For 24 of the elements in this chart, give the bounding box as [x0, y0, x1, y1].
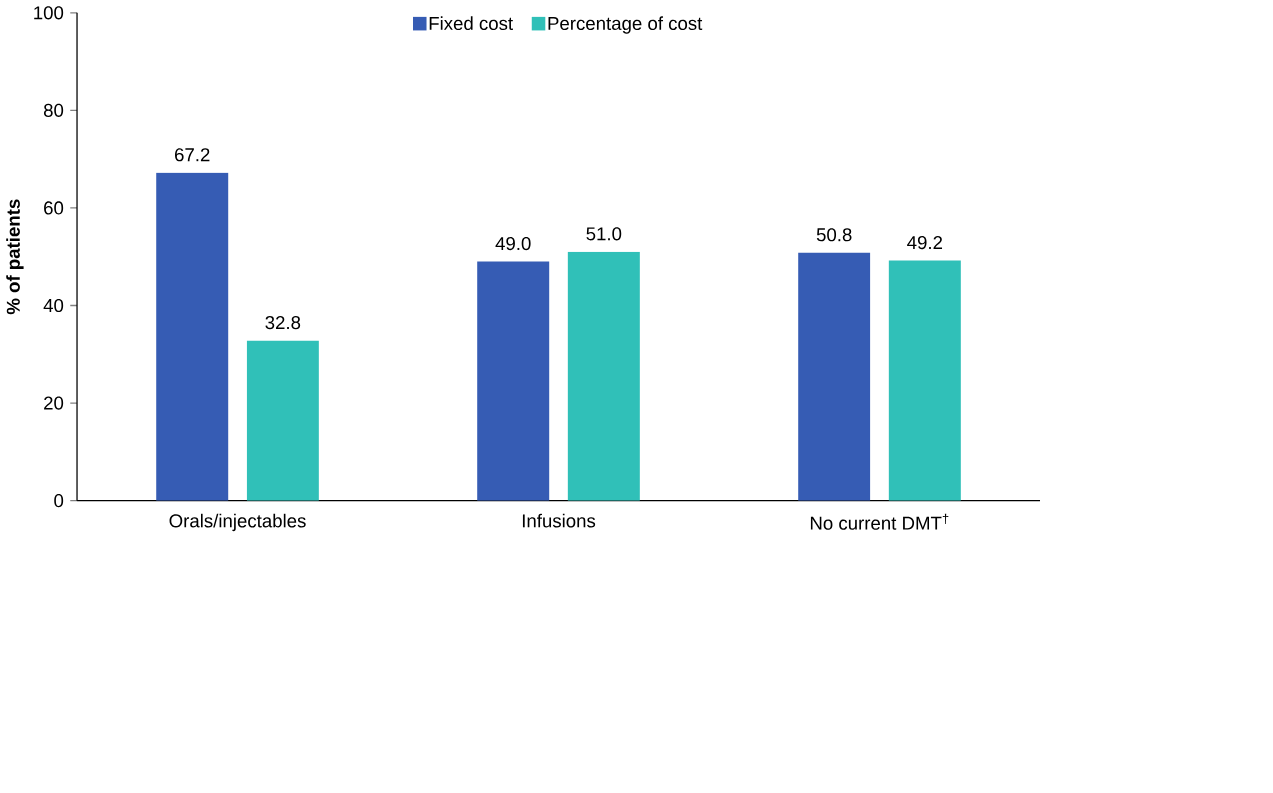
legend-label: Fixed cost: [429, 16, 513, 30]
y-tick-label: 40: [43, 298, 64, 312]
data-label: 67.2: [175, 147, 210, 162]
legend-label: Percentage of cost: [548, 16, 703, 34]
data-label: 50.8: [816, 227, 852, 242]
y-tick-label: 80: [43, 103, 64, 117]
data-label: 49.0: [495, 236, 531, 250]
data-label: 49.2: [907, 235, 943, 249]
bar: [567, 251, 640, 501]
bar: [156, 172, 229, 501]
x-tick-label: Orals/injectables: [169, 513, 306, 531]
data-label: 32.8: [265, 315, 301, 329]
bar: [477, 261, 550, 501]
bar: [246, 340, 319, 501]
bar: [888, 260, 961, 501]
x-tick-label: Infusions: [522, 513, 596, 528]
bar: [798, 252, 871, 501]
y-tick-label: 60: [44, 201, 64, 215]
y-tick-label: 100: [34, 6, 64, 20]
x-tick-label: No current DMT$^{†}$: [810, 513, 949, 530]
y-axis-title: % of patients: [6, 199, 24, 315]
y-tick-label: 0: [54, 493, 64, 508]
y-tick-label: 20: [44, 396, 64, 410]
data-label: 51.0: [586, 227, 622, 241]
